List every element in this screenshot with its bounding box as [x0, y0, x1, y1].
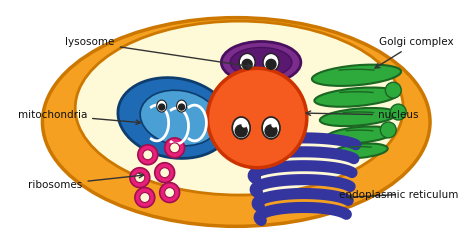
- Ellipse shape: [230, 48, 292, 77]
- Circle shape: [266, 59, 276, 69]
- Ellipse shape: [221, 42, 301, 83]
- Circle shape: [135, 173, 145, 183]
- Circle shape: [242, 123, 246, 127]
- Ellipse shape: [75, 21, 403, 195]
- Ellipse shape: [263, 53, 279, 71]
- Circle shape: [130, 168, 150, 188]
- Circle shape: [160, 168, 170, 178]
- Text: Golgi complex: Golgi complex: [375, 38, 454, 68]
- Circle shape: [138, 145, 158, 165]
- Ellipse shape: [118, 78, 231, 158]
- Circle shape: [155, 163, 174, 183]
- Circle shape: [160, 183, 180, 202]
- Ellipse shape: [333, 143, 388, 158]
- Ellipse shape: [140, 90, 219, 146]
- Circle shape: [385, 82, 401, 98]
- Ellipse shape: [43, 18, 430, 226]
- Text: nucleus: nucleus: [306, 110, 419, 120]
- Circle shape: [143, 150, 153, 160]
- Circle shape: [235, 125, 247, 137]
- Ellipse shape: [312, 65, 401, 86]
- Ellipse shape: [320, 108, 397, 126]
- Circle shape: [159, 104, 164, 110]
- Ellipse shape: [326, 126, 393, 143]
- Circle shape: [380, 122, 396, 138]
- Circle shape: [164, 188, 174, 197]
- Circle shape: [135, 188, 155, 207]
- Circle shape: [265, 125, 277, 137]
- Text: endoplasmic reticulum: endoplasmic reticulum: [338, 190, 458, 200]
- Ellipse shape: [239, 53, 255, 71]
- Circle shape: [272, 123, 276, 127]
- Text: mitochondria: mitochondria: [18, 110, 140, 125]
- Circle shape: [179, 104, 184, 110]
- Circle shape: [164, 138, 184, 158]
- Ellipse shape: [232, 117, 250, 139]
- Circle shape: [170, 143, 180, 153]
- Ellipse shape: [262, 117, 280, 139]
- Ellipse shape: [314, 87, 399, 107]
- Ellipse shape: [157, 100, 167, 112]
- Circle shape: [208, 68, 307, 168]
- Circle shape: [390, 104, 406, 120]
- Ellipse shape: [177, 100, 187, 112]
- Circle shape: [242, 59, 252, 69]
- Text: ribosomes: ribosomes: [28, 173, 144, 190]
- Text: lysosome: lysosome: [65, 38, 252, 68]
- Circle shape: [140, 193, 150, 202]
